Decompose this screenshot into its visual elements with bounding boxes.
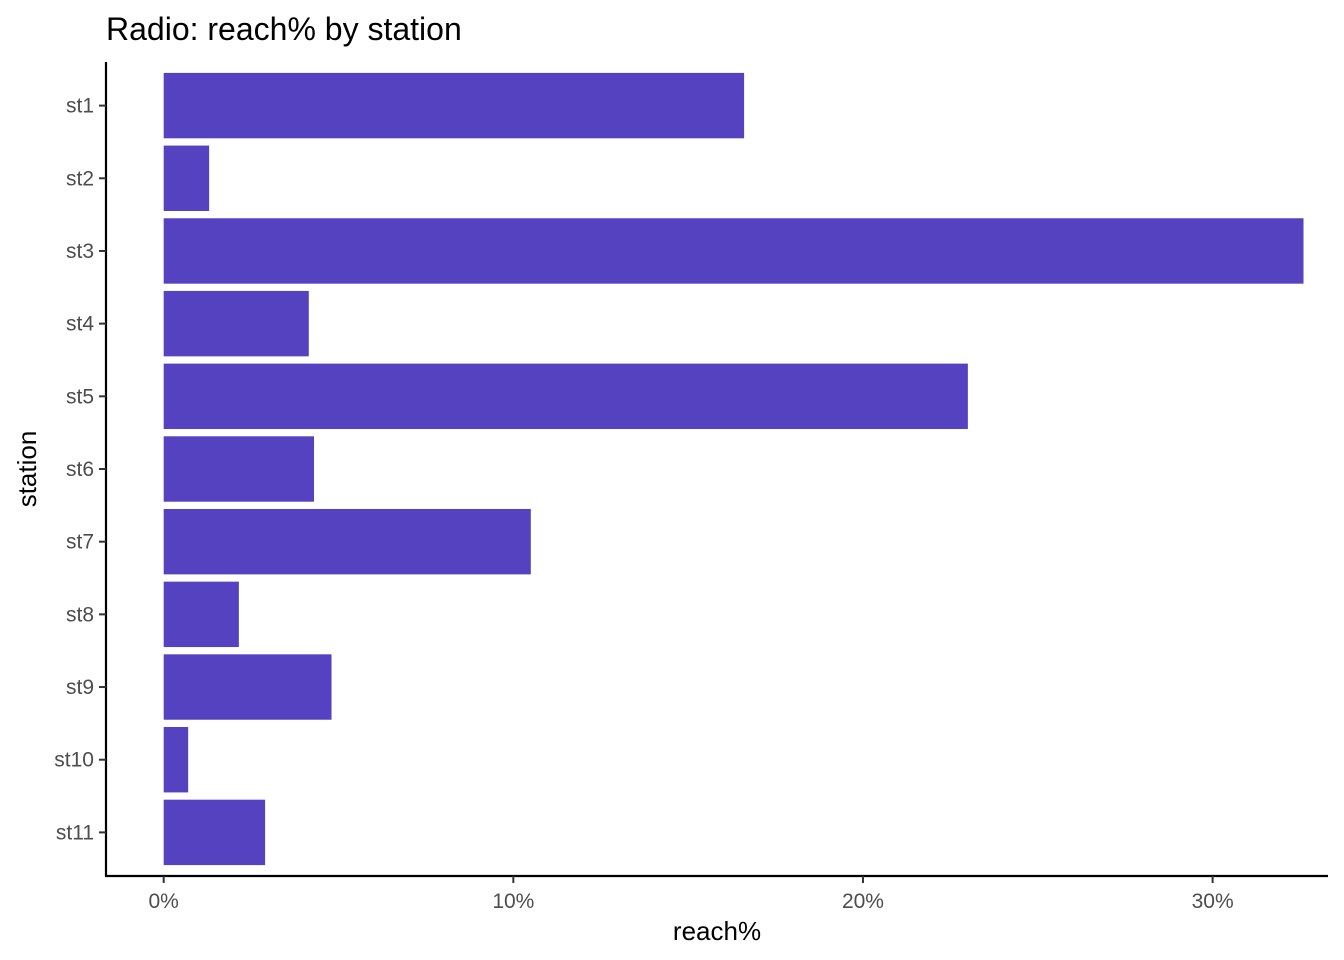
y-axis-title: station	[12, 431, 42, 508]
y-tick-label-st1: st1	[66, 95, 94, 118]
bar-st10	[163, 727, 189, 793]
y-tick-label-st5: st5	[66, 385, 94, 408]
bar-st3	[163, 218, 1304, 284]
y-tick-label-st4: st4	[66, 313, 94, 336]
y-axis-ticks: st1 st2 st3 st4 st5 st6 st7 st8 st9 st10 st11	[54, 95, 106, 844]
bar-st11	[163, 799, 266, 866]
x-axis-title: reach%	[673, 916, 761, 946]
bar-st9	[163, 654, 332, 720]
y-tick-label-st3: st3	[66, 240, 94, 263]
bar-st5	[163, 363, 968, 430]
y-tick-label-st2: st2	[66, 167, 94, 190]
bar-st2	[163, 145, 210, 211]
y-tick-label-st9: st9	[66, 676, 94, 699]
y-tick-label-st11: st11	[56, 821, 94, 844]
bar-st6	[163, 436, 315, 502]
bar-st1	[163, 72, 745, 139]
x-tick-label-30: 30%	[1192, 890, 1234, 913]
bars-group	[163, 72, 1304, 866]
bar-st4	[163, 290, 309, 357]
y-tick-label-st7: st7	[66, 531, 94, 554]
y-tick-label-st10: st10	[54, 749, 94, 772]
bar-st8	[163, 581, 239, 648]
bar-st7	[163, 508, 531, 575]
x-tick-label-10: 10%	[492, 890, 534, 913]
y-tick-label-st6: st6	[66, 458, 94, 481]
y-tick-label-st8: st8	[66, 603, 94, 626]
x-tick-label-0: 0%	[149, 890, 179, 913]
x-axis-ticks: 0% 10% 20% 30%	[149, 876, 1234, 913]
chart-title: Radio: reach% by station	[106, 11, 462, 47]
x-tick-label-20: 20%	[842, 890, 884, 913]
